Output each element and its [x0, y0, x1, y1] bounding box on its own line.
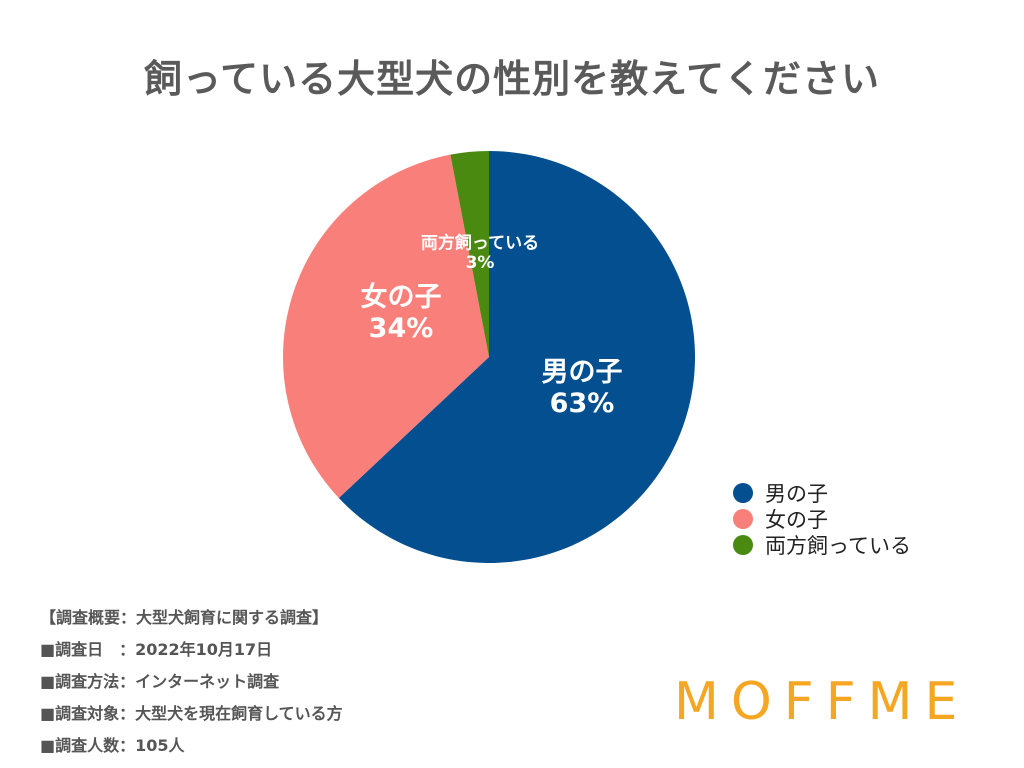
- slice-label-male: 男の子: [542, 357, 623, 388]
- legend-label-female: 女の子: [765, 508, 828, 532]
- slice-label-female: 女の子: [361, 281, 442, 313]
- legend-swatch-male: [733, 483, 753, 503]
- slice-label-both: 両方飼っている: [421, 233, 539, 254]
- legend-item-female: 女の子: [733, 506, 911, 532]
- pie-slice-male: [338, 151, 695, 563]
- pie-slice-both: [450, 151, 489, 357]
- survey-target: ■調査対象：大型犬を現在飼育している方: [40, 704, 343, 723]
- survey-heading: 【調査概要：大型犬飼育に関する調査】: [40, 608, 329, 627]
- legend-item-male: 男の子: [733, 480, 911, 506]
- legend-label-male: 男の子: [765, 482, 828, 506]
- survey-count: ■調査人数：105人: [40, 736, 185, 755]
- moffme-logo: MOFFME: [674, 672, 970, 732]
- survey-date: ■調査日 ：2022年10月17日: [40, 640, 273, 659]
- slice-pct-both: 3%: [466, 253, 495, 273]
- legend-swatch-female: [733, 509, 753, 529]
- pie-slice-female: [283, 154, 489, 499]
- survey-summary: 【調査概要：大型犬飼育に関する調査】 ■調査日 ：2022年10月17日 ■調査…: [40, 608, 343, 768]
- survey-method: ■調査方法：インターネット調査: [40, 672, 280, 691]
- legend: 男の子 女の子 両方飼っている: [733, 480, 911, 558]
- chart-title: 飼っている大型犬の性別を教えてください: [143, 57, 881, 101]
- legend-swatch-both: [733, 535, 753, 555]
- slice-pct-male: 63%: [550, 388, 615, 419]
- slice-pct-female: 34%: [369, 313, 434, 344]
- legend-label-both: 両方飼っている: [765, 534, 911, 558]
- legend-item-both: 両方飼っている: [733, 532, 911, 558]
